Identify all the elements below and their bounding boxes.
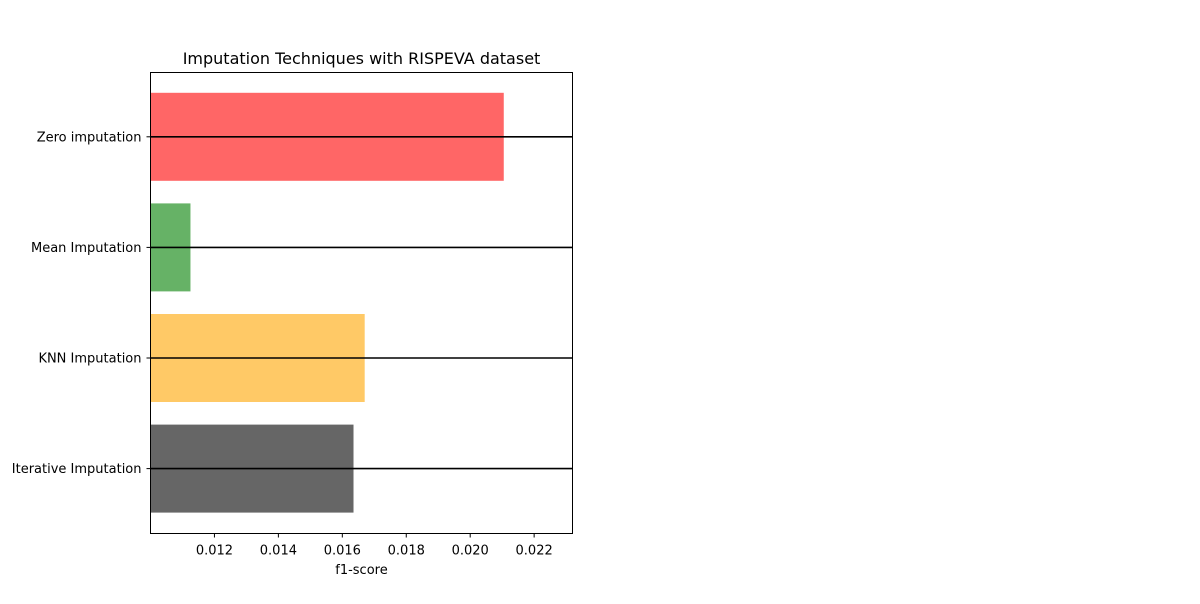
y-tick-label: KNN Imputation	[38, 352, 141, 367]
x-tick-label: 0.012	[196, 544, 233, 559]
y-axis: Zero imputation Mean Imputation KNN Imputa…	[12, 130, 151, 477]
y-tick-label: Zero imputation	[37, 130, 142, 145]
x-axis-label: f1-score	[335, 563, 387, 578]
y-tick-label: Mean Imputation	[31, 241, 142, 256]
x-axis: 0.012 0.014 0.016 0.018 0.020 0.022	[196, 533, 553, 559]
x-tick-label: 0.022	[516, 544, 553, 559]
grid-layer	[150, 136, 573, 470]
x-tick-label: 0.020	[452, 544, 489, 559]
plot-frame	[150, 72, 573, 534]
x-tick-label: 0.018	[388, 544, 425, 559]
x-tick-label: 0.014	[260, 544, 297, 559]
chart-title: Imputation Techniques with RISPEVA datas…	[183, 49, 541, 68]
x-tick-label: 0.016	[324, 544, 361, 559]
y-tick-label: Iterative Imputation	[12, 462, 142, 477]
bars-layer	[150, 92, 504, 513]
